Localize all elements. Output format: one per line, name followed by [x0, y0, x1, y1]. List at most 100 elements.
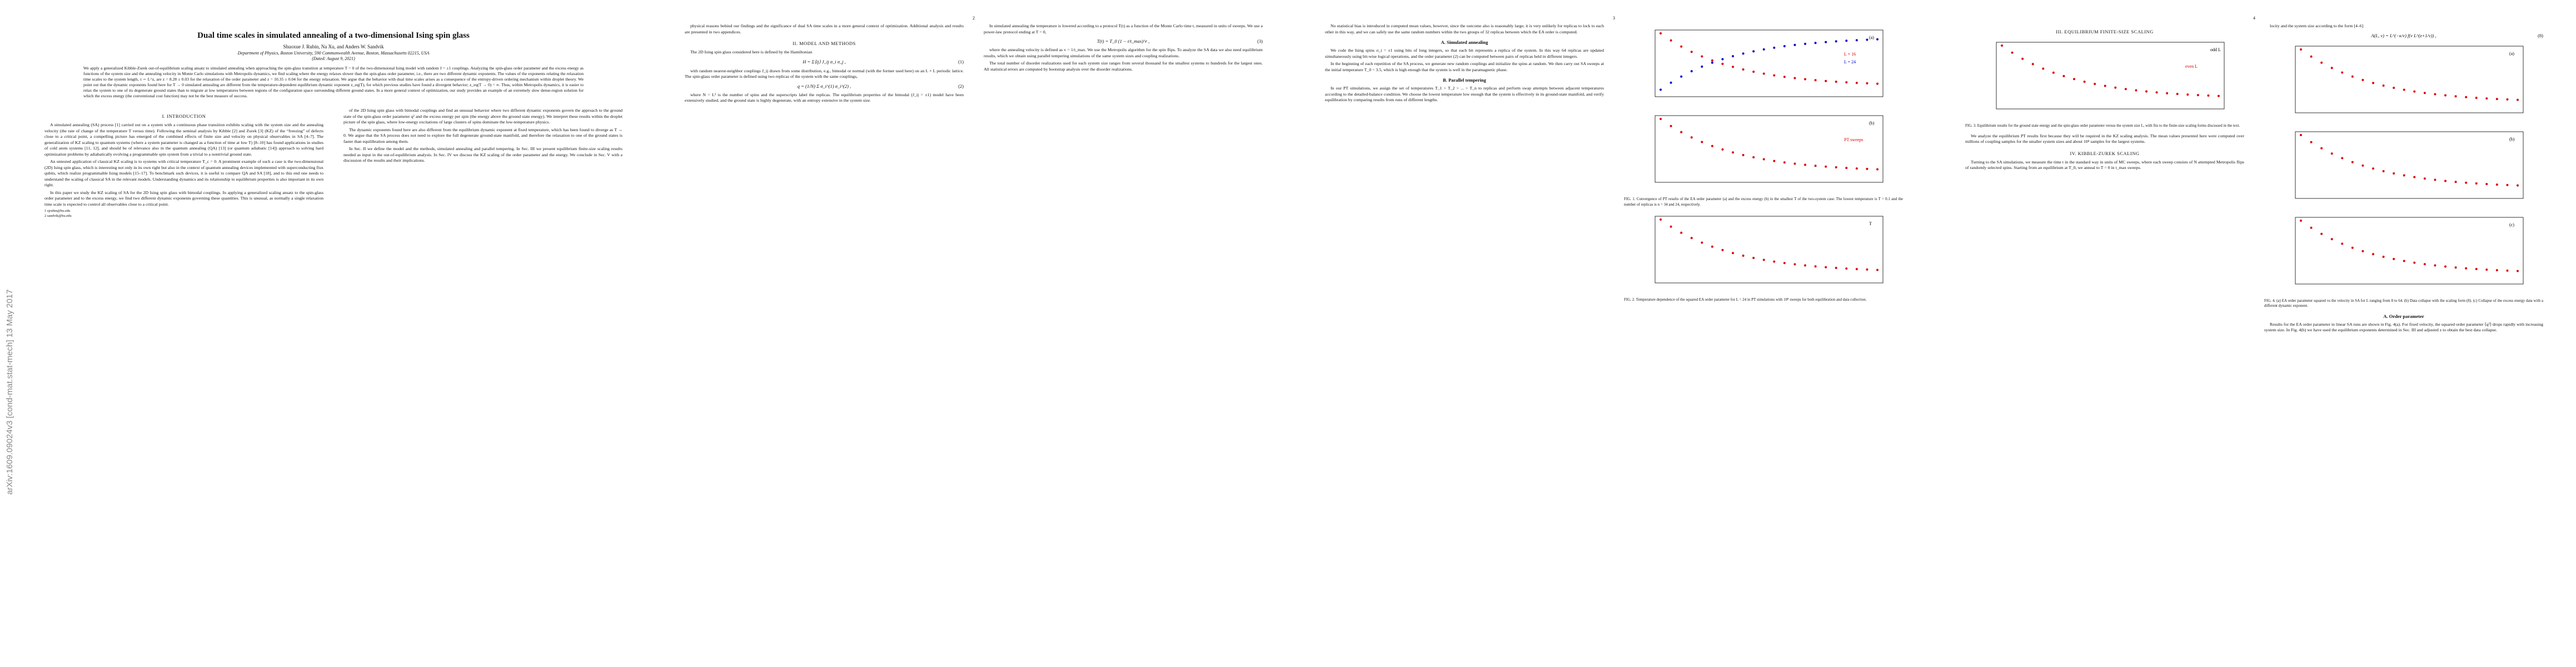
figure-label: (b)	[2509, 137, 2515, 142]
figure: (b) PT sweeps	[1655, 115, 1884, 183]
decor-point	[2114, 86, 2117, 89]
decor-point	[2434, 264, 2437, 267]
page: 4 III. EQUILIBRIUM FINITE-SIZE SCALING odd…	[1937, 0, 2571, 667]
decor-point	[1845, 39, 1848, 42]
decor-point	[1814, 42, 1817, 44]
decor-point	[1773, 160, 1776, 162]
decor-point	[1793, 263, 1796, 266]
subheading: B. Parallel tempering	[1443, 77, 1486, 83]
column: (a) L = 16 L = 24 (b) PT sweeps FIG. 1. Conve…	[1624, 23, 1903, 307]
decor-point	[2485, 268, 2488, 271]
decor-point	[1835, 40, 1837, 43]
decor-point	[2517, 184, 2519, 187]
decor-point	[1814, 165, 1817, 167]
decor-point	[2413, 176, 2416, 178]
decor-point	[1711, 145, 1713, 147]
decor-point	[2517, 270, 2519, 272]
decor-point	[2475, 96, 2478, 99]
p: We code the Ising spins σ_i = ±1 using b…	[1325, 48, 1604, 59]
decor-point	[2330, 66, 2333, 69]
decor-point	[2382, 255, 2385, 258]
decor-point	[1855, 39, 1858, 42]
decor-point	[1876, 268, 1879, 271]
heading: III. EQUILIBRIUM FINITE-SIZE SCALING	[2056, 29, 2154, 34]
decor-point	[1660, 118, 1662, 120]
heading: I. INTRODUCTION	[162, 113, 206, 119]
decor-point	[2506, 183, 2509, 186]
decor-point	[1876, 168, 1879, 171]
p: The 2D Ising spin glass considered here …	[690, 49, 813, 54]
decor-point	[2454, 266, 2457, 268]
decor-point	[1793, 162, 1796, 165]
decor-point	[1855, 82, 1858, 84]
decor-point	[2196, 94, 2199, 97]
p: of the 2D Ising spin glass with bimodal …	[343, 108, 622, 125]
title: Dual time scales in simulated annealing …	[197, 31, 470, 40]
decor-point	[1835, 166, 1837, 168]
decor-point	[1804, 78, 1806, 81]
decor-point	[1670, 81, 1672, 84]
decor-point	[2465, 181, 2468, 184]
figure-label: (a)	[1869, 35, 1874, 40]
decor-point	[2475, 182, 2478, 185]
decor-point	[2351, 161, 2354, 163]
decor-point	[2330, 152, 2333, 155]
plot-frame	[1655, 115, 1884, 183]
decor-point	[1732, 66, 1734, 68]
p: No statistical bias is introduced in com…	[1325, 23, 1604, 34]
decor-point	[2475, 267, 2478, 270]
decor-point	[2372, 252, 2374, 255]
page: Dual time scales in simulated annealing …	[17, 0, 650, 667]
figure-label: L = 24	[1844, 59, 1856, 64]
figure: odd L even L	[1996, 42, 2225, 109]
decor-point	[1773, 74, 1776, 77]
decor-point	[2413, 90, 2416, 93]
decor-point	[1866, 82, 1869, 84]
decor-point	[2341, 71, 2344, 74]
decor-point	[1680, 75, 1683, 78]
decor-point	[1660, 88, 1662, 91]
decor-point	[2207, 94, 2210, 97]
affil: Department of Physics, Boston University…	[237, 51, 430, 56]
p: The dynamic exponents found here are als…	[343, 127, 622, 144]
decor-point	[1660, 32, 1662, 34]
page: 3 No statistical bias is introduced in co…	[1297, 0, 1931, 667]
equation: A(L, v) = L^(−κ/ν) f(v L^(z+1/ν)) , (8)	[2264, 33, 2543, 38]
decor-point	[2393, 86, 2395, 89]
decor-point	[1680, 45, 1683, 48]
decor-point	[1752, 257, 1755, 260]
footnote: 1 sjrubin@bu.edu	[44, 209, 71, 213]
heading: IV. KIBBLE-ZUREK SCALING	[2070, 150, 2140, 156]
equation-body: H = Σ⟨ij⟩ J_ij σ_i σ_j ,	[803, 58, 846, 64]
decor-point	[2506, 98, 2509, 101]
decor-point	[1783, 262, 1786, 265]
figure-label: PT sweeps	[1844, 137, 1863, 142]
page-number: 4	[2253, 16, 2255, 21]
p: Turning to the SA simulations, we measur…	[1965, 159, 2244, 171]
column: locity and the system size according to …	[2264, 23, 2543, 335]
footnote: 2 sandvik@bu.edu	[44, 214, 72, 218]
decor-point	[2372, 81, 2374, 84]
decor-point	[1793, 43, 1796, 46]
authors: Shuoxue J. Rubin, Na Xu, and Anders W. S…	[283, 44, 384, 49]
decor-point	[1742, 68, 1745, 71]
page-number: 2	[973, 16, 975, 21]
p: In the beginning of each repetition of t…	[1325, 61, 1604, 72]
p: locity and the system size according to …	[2270, 23, 2364, 28]
figure: (a)	[2295, 46, 2524, 113]
decor-point	[2361, 250, 2364, 252]
column: In simulated annealing the temperature i…	[984, 23, 1263, 106]
plot-frame	[1655, 29, 1884, 97]
column: III. EQUILIBRIUM FINITE-SIZE SCALING odd …	[1965, 23, 2244, 335]
columns: No statistical bias is introduced in com…	[1325, 23, 1903, 307]
plot-frame	[2295, 217, 2524, 284]
decor-point	[1701, 65, 1703, 68]
decor-point	[1855, 268, 1858, 271]
p: The total number of disorder realization…	[984, 61, 1263, 72]
decor-point	[1845, 167, 1848, 170]
decor-point	[2341, 157, 2344, 160]
columns: III. EQUILIBRIUM FINITE-SIZE SCALING odd …	[1965, 23, 2543, 335]
decor-point	[1876, 82, 1879, 85]
plot-frame	[2295, 46, 2524, 113]
decor-point	[2454, 94, 2457, 97]
